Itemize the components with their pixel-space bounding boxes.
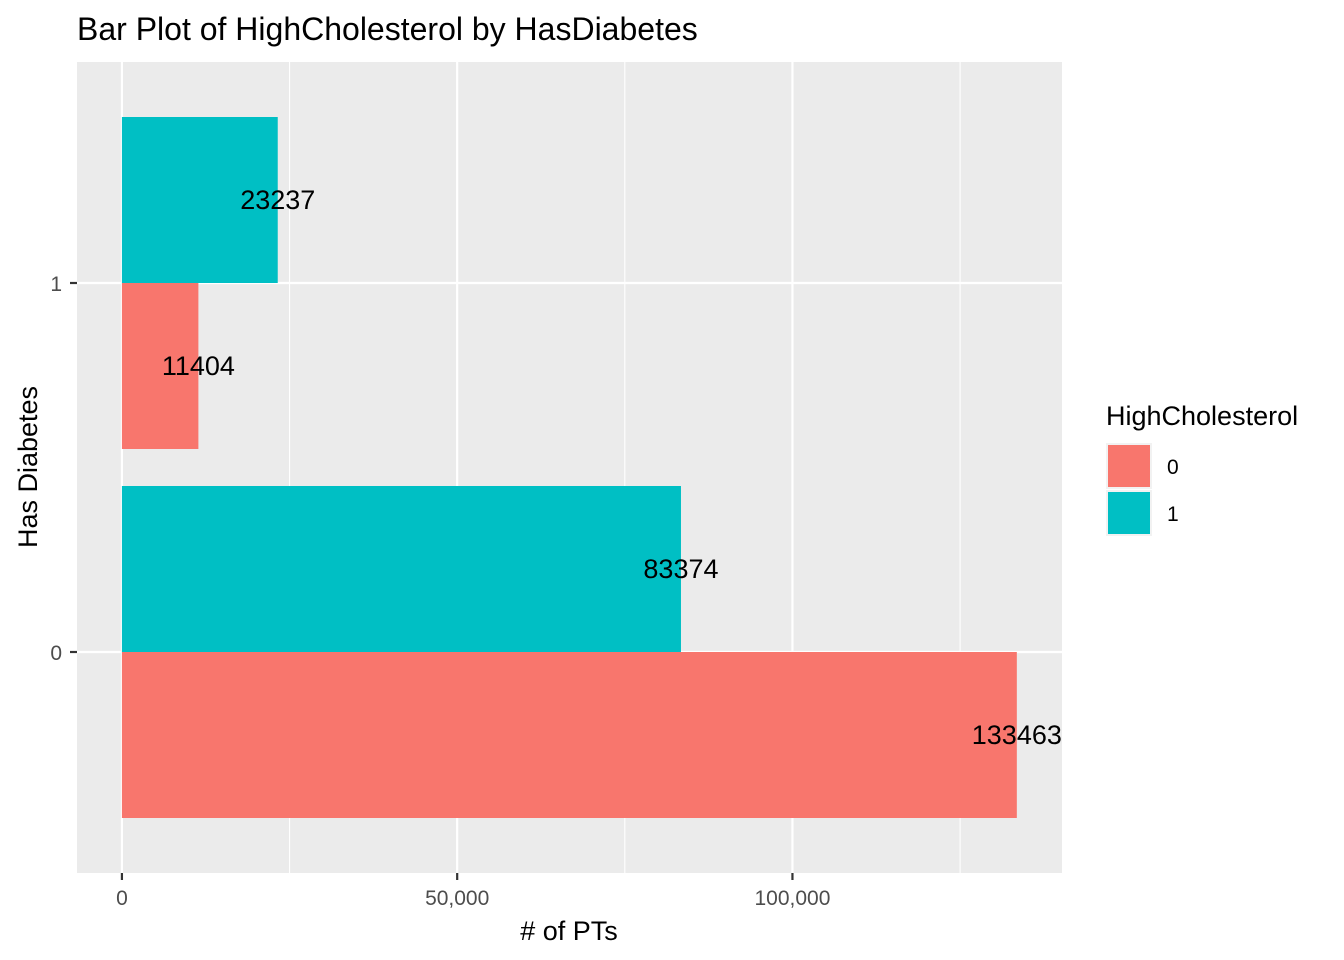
chart-title: Bar Plot of HighCholesterol by HasDiabet… [77, 11, 698, 47]
legend-swatch-1 [1108, 492, 1150, 534]
legend-title: HighCholesterol [1106, 401, 1298, 431]
bars [121, 117, 1017, 818]
bar-1-1 [121, 117, 278, 283]
bar-label-0-1: 83374 [643, 554, 718, 584]
bar-1-0 [121, 283, 199, 449]
legend: HighCholesterol 0 1 [1106, 401, 1298, 536]
y-axis-title: Has Diabetes [13, 386, 43, 548]
legend-label-0: 0 [1167, 456, 1179, 479]
bar-labels: 133463 83374 11404 23237 [162, 185, 1062, 750]
legend-swatch-0 [1108, 445, 1150, 487]
y-tick-label: 1 [50, 273, 62, 296]
bar-label-1-0: 11404 [162, 351, 235, 381]
x-tick-label: 100,000 [754, 887, 830, 910]
bar-label-1-1: 23237 [240, 185, 315, 215]
bar-0-0 [121, 652, 1017, 818]
legend-label-1: 1 [1167, 503, 1179, 526]
x-axis-title: # of PTs [520, 916, 618, 946]
x-axis: 0 50,000 100,000 [116, 873, 830, 910]
bar-label-0-0: 133463 [972, 720, 1062, 750]
bar-0-1 [121, 486, 681, 652]
x-tick-label: 0 [116, 887, 128, 910]
x-tick-label: 50,000 [425, 887, 489, 910]
y-axis: 01 [50, 273, 77, 665]
y-tick-label: 0 [50, 642, 62, 665]
